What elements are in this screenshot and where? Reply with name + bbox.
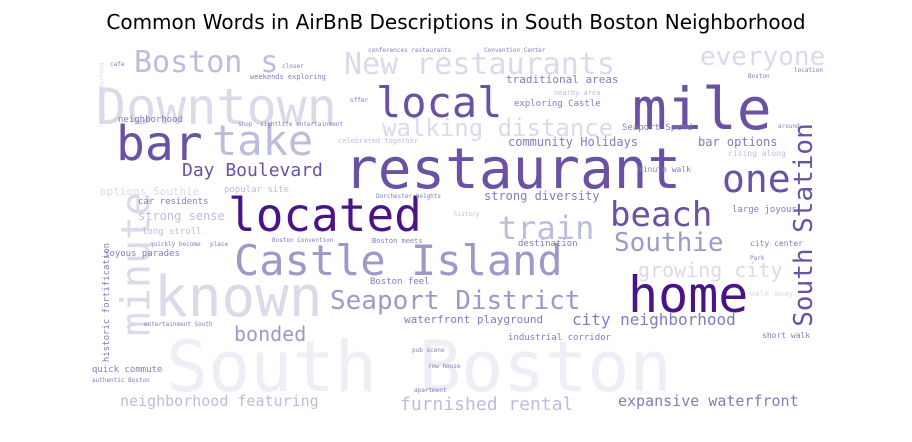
- cloud-word: walking distance: [382, 114, 614, 142]
- cloud-word: exploring Castle: [514, 99, 601, 109]
- cloud-word: quickly become: [150, 241, 201, 248]
- cloud-word: Boston: [748, 73, 770, 80]
- cloud-word: authentic Boston: [92, 377, 150, 384]
- cloud-word: mile: [632, 75, 772, 143]
- cloud-word: known: [154, 265, 323, 330]
- cloud-word: bar options: [698, 135, 778, 149]
- cloud-word: Castle Island: [234, 236, 563, 285]
- cloud-word: neighborhood: [118, 115, 184, 125]
- cloud-word: location: [794, 67, 823, 74]
- cloud-word: history: [454, 211, 480, 218]
- cloud-word: growing city: [638, 258, 783, 282]
- cloud-word: city center: [750, 239, 803, 248]
- cloud-word: popular site: [224, 185, 290, 195]
- cloud-word: community Holidays: [508, 135, 639, 149]
- cloud-word: historic fortification: [102, 242, 113, 363]
- cloud-word: Downtown: [96, 78, 337, 136]
- cloud-word: celebrated together: [338, 137, 419, 145]
- cloud-word: car residents: [138, 197, 209, 207]
- cloud-word: options Southie: [100, 185, 200, 198]
- cloud-word: destination: [518, 239, 578, 249]
- cloud-word: expansive waterfront: [618, 392, 799, 410]
- cloud-word: around: [778, 123, 800, 130]
- cloud-word: walk away: [750, 289, 794, 298]
- cloud-word: offer: [350, 97, 369, 104]
- cloud-word: weekends exploring: [250, 73, 326, 81]
- cloud-word: large joyous: [732, 205, 798, 215]
- cloud-word: minute walk: [638, 165, 691, 174]
- cloud-word: local: [376, 78, 503, 127]
- cloud-word: apartment: [414, 387, 447, 394]
- cloud-word: Seaport Spend: [622, 123, 693, 133]
- cloud-word: place: [210, 241, 229, 248]
- cloud-word: traditional areas: [506, 73, 619, 86]
- cloud-word: located: [228, 188, 422, 242]
- cloud-word: Convention Center: [484, 47, 546, 54]
- cloud-word: strong diversity: [484, 189, 600, 203]
- cloud-word: bar: [116, 116, 203, 172]
- cloud-word: nearby area: [554, 89, 601, 97]
- cloud-word: Park: [750, 255, 765, 262]
- cloud-word: short walk: [762, 331, 811, 340]
- cloud-word: pub scene: [412, 347, 445, 354]
- cloud-word: Seaport District: [330, 286, 581, 316]
- cloud-word: row house: [428, 363, 461, 370]
- cloud-word: Boston feel: [370, 277, 430, 287]
- cloud-word: industrial corridor: [508, 333, 611, 343]
- cloud-word: home: [628, 266, 749, 324]
- cloud-word: Southie: [614, 228, 724, 258]
- cloud-word: Boston Convention: [272, 237, 334, 244]
- cloud-word: bonded: [234, 322, 307, 346]
- cloud-word: take: [212, 116, 314, 165]
- cloud-word: Day Boulevard: [182, 160, 323, 181]
- chart-title: Common Words in AirBnB Descriptions in S…: [106, 10, 806, 34]
- cloud-word: shop: [238, 121, 253, 128]
- cloud-word: train: [498, 209, 595, 247]
- cloud-word: South Boston: [166, 326, 672, 408]
- cloud-word: one: [722, 157, 791, 201]
- cloud-word: everyone: [700, 44, 826, 72]
- cloud-word: sightlife entertainment: [260, 121, 344, 128]
- cloud-word: closer: [282, 63, 304, 70]
- cloud-word: city neighborhood: [572, 310, 736, 329]
- cloud-word: conferences restaurants: [368, 47, 452, 54]
- word-cloud: South Boston restaurant located mile known ho…: [82, 44, 842, 422]
- cloud-word: furnished rental: [400, 394, 574, 415]
- cloud-word: waterfront playground: [404, 313, 544, 326]
- cloud-word: strong sense: [138, 209, 225, 223]
- cloud-word: neighborhood featuring: [120, 392, 319, 410]
- cloud-word: beach: [610, 195, 713, 235]
- cloud-word: New restaurants: [344, 47, 615, 82]
- cloud-word: Dorchester Heights: [376, 193, 442, 200]
- cloud-word: cafe: [110, 61, 125, 68]
- cloud-word: long stroll: [142, 227, 202, 237]
- cloud-word: rising along: [728, 149, 786, 158]
- word-cloud-panel: South Boston restaurant located mile known ho…: [82, 44, 842, 422]
- cloud-word: entertainment South: [144, 321, 213, 328]
- cloud-word: restaurant: [344, 137, 682, 202]
- cloud-word: Boston s: [134, 45, 279, 80]
- cloud-word: joyous parades: [104, 249, 180, 259]
- cloud-word: large neighborhood: [98, 62, 106, 128]
- cloud-word: South Station: [788, 123, 819, 327]
- cloud-word: Boston meets: [372, 237, 423, 245]
- cloud-word: quick commute: [92, 365, 163, 375]
